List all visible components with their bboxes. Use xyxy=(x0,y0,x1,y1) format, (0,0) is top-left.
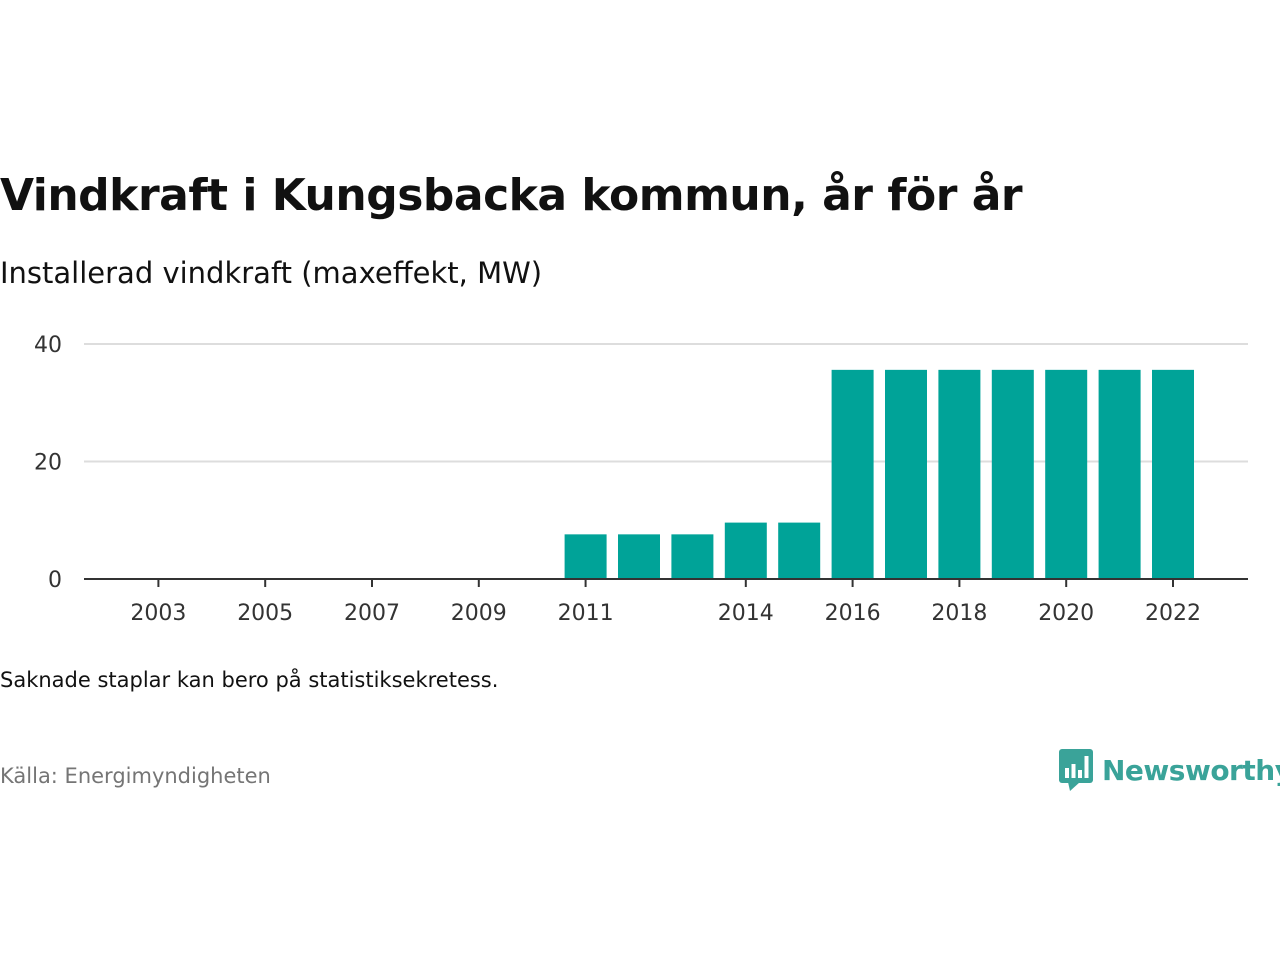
x-tick-label: 2003 xyxy=(130,601,186,626)
bars xyxy=(564,369,1194,579)
x-tick-label: 2018 xyxy=(931,601,987,626)
axes: 0 20 40 2003 2005 2007 2009 2011 2014 2016 2018 202… xyxy=(34,333,1248,626)
bar-2022 xyxy=(1152,369,1194,579)
x-tick-label: 2011 xyxy=(558,601,614,626)
bar-2012 xyxy=(618,534,660,579)
chart-title: Vindkraft i Kungsbacka kommun, år för år xyxy=(0,170,1023,221)
bar-2018 xyxy=(938,369,981,579)
bar-2017 xyxy=(885,369,927,579)
bar-2015 xyxy=(778,522,821,579)
x-tick-label: 2014 xyxy=(718,601,774,626)
source-text: Källa: Energimyndigheten xyxy=(0,764,271,788)
bar-2020 xyxy=(1045,369,1088,579)
bar-chart-speech-bubble-icon xyxy=(1059,749,1093,791)
y-tick-label: 40 xyxy=(34,333,62,358)
bar-2011 xyxy=(564,534,607,579)
bar-2019 xyxy=(991,369,1034,579)
missing-bars-note: Saknade staplar kan bero på statistiksek… xyxy=(0,668,499,692)
bar-2013 xyxy=(671,534,714,579)
bar-2021 xyxy=(1098,369,1141,579)
x-tick-label: 2016 xyxy=(825,601,881,626)
bar-2016 xyxy=(831,369,874,579)
x-tick-label: 2007 xyxy=(344,601,400,626)
x-tick-label: 2020 xyxy=(1038,601,1094,626)
chart-subtitle: Installerad vindkraft (maxeffekt, MW) xyxy=(0,256,543,290)
bar-2014 xyxy=(724,522,767,579)
bar-chart: 0 20 40 2003 2005 2007 2009 2011 2014 2016 2018 202… xyxy=(34,333,1248,626)
brand-name: Newsworthy xyxy=(1102,753,1280,787)
x-tick-label: 2005 xyxy=(237,601,293,626)
x-tick-label: 2022 xyxy=(1145,601,1201,626)
x-tick-label: 2009 xyxy=(451,601,507,626)
y-tick-label: 20 xyxy=(34,451,62,476)
brand-logo: Newsworthy xyxy=(1058,748,1280,792)
y-tick-label: 0 xyxy=(48,568,62,593)
